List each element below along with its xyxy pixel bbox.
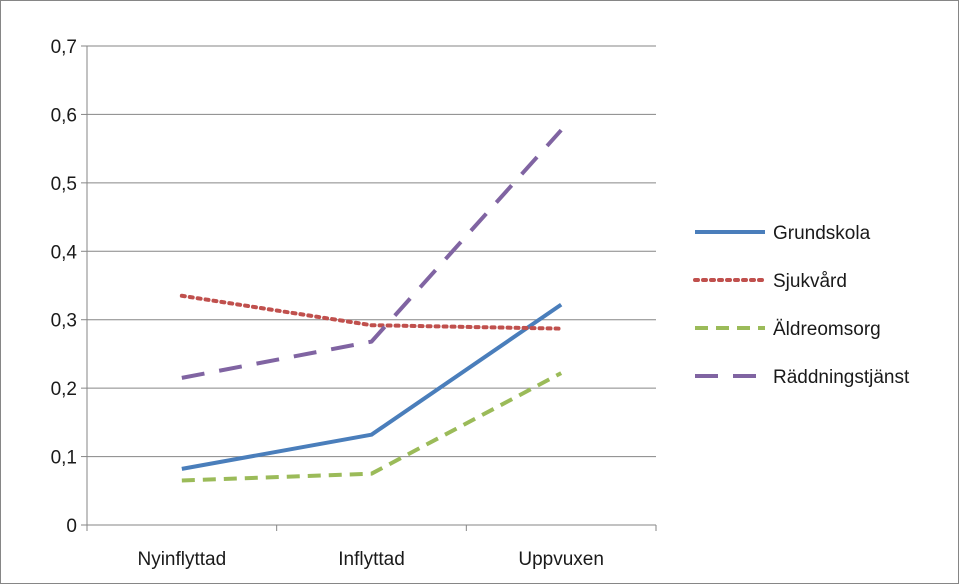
y-tick-label: 0,7 [51, 37, 77, 58]
legend-item: Sjukvård [695, 271, 847, 292]
y-tick-label: 0 [66, 516, 77, 537]
x-tick-label: Nyinflyttad [137, 549, 226, 570]
y-tick-label: 0,2 [51, 379, 77, 400]
x-tick-label: Uppvuxen [518, 549, 604, 570]
axis-layer: 0 0,1 0,2 0,3 0,4 0,5 0,6 0,7 Nyinflyttad Inflytt… [51, 37, 656, 570]
series-line-3 [182, 130, 561, 378]
legend-label: Sjukvård [773, 271, 847, 292]
series-line-2 [182, 373, 561, 480]
y-tick-label: 0,1 [51, 448, 77, 469]
legend-label: Räddningstjänst [773, 367, 910, 388]
y-tick-label: 0,5 [51, 174, 77, 195]
legend-item: Räddningstjänst [695, 367, 910, 388]
grid-layer [87, 46, 656, 457]
legend-label: Äldreomsorg [773, 319, 881, 340]
legend-label: Grundskola [773, 223, 871, 244]
legend-item: Grundskola [695, 223, 871, 244]
y-tick-label: 0,3 [51, 311, 77, 332]
legend-item: Äldreomsorg [695, 319, 881, 340]
x-tick-label: Inflyttad [338, 549, 405, 570]
y-tick-label: 0,4 [51, 242, 78, 263]
legend: Grundskola Sjukvård Äldreomsorg Räddningstj… [695, 223, 910, 388]
y-tick-label: 0,6 [51, 105, 77, 126]
series-line-0 [182, 305, 561, 469]
series-line-1 [182, 296, 561, 329]
